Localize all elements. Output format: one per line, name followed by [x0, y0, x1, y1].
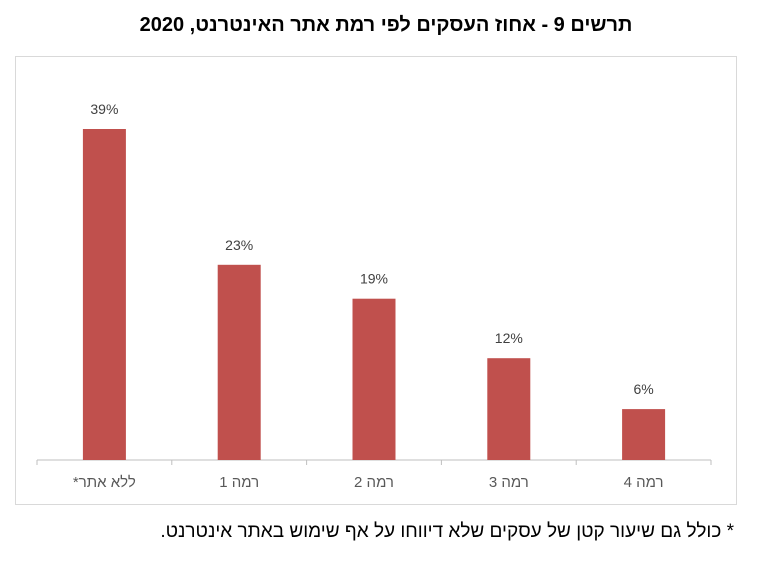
bar	[217, 264, 261, 460]
footnote: * כולל גם שיעור קטן של עסקים שלא דיווחו …	[160, 521, 734, 542]
data-label: 12%	[495, 330, 523, 346]
x-tick-label: ללא אתר*	[73, 474, 136, 491]
data-label: 19%	[360, 271, 388, 287]
bar	[622, 409, 666, 460]
bar	[82, 129, 126, 460]
bar	[352, 298, 396, 460]
x-tick-label: רמה 4	[624, 474, 664, 491]
data-label: 39%	[90, 101, 118, 117]
chart-frame	[15, 56, 737, 505]
chart-title: תרשים 9 - אחוז העסקים לפי רמת אתר האינטר…	[139, 14, 633, 36]
data-label: 6%	[633, 381, 653, 397]
x-tick-label: רמה 2	[354, 474, 394, 491]
data-label: 23%	[225, 237, 253, 253]
x-tick-label: רמה 3	[489, 474, 529, 491]
bar	[487, 358, 531, 460]
x-tick-label: רמה 1	[219, 474, 259, 491]
